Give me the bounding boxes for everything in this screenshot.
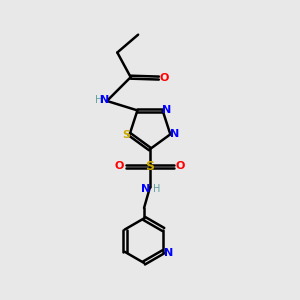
Text: N: N <box>162 104 171 115</box>
Text: N: N <box>164 248 173 258</box>
Text: H: H <box>95 95 103 105</box>
Text: S: S <box>146 160 154 173</box>
Text: H: H <box>153 184 160 194</box>
Text: O: O <box>176 161 185 171</box>
Text: N: N <box>170 129 179 139</box>
Text: O: O <box>115 161 124 171</box>
Text: S: S <box>122 130 130 140</box>
Text: N: N <box>100 95 109 105</box>
Text: N: N <box>141 184 151 194</box>
Text: O: O <box>160 73 169 83</box>
